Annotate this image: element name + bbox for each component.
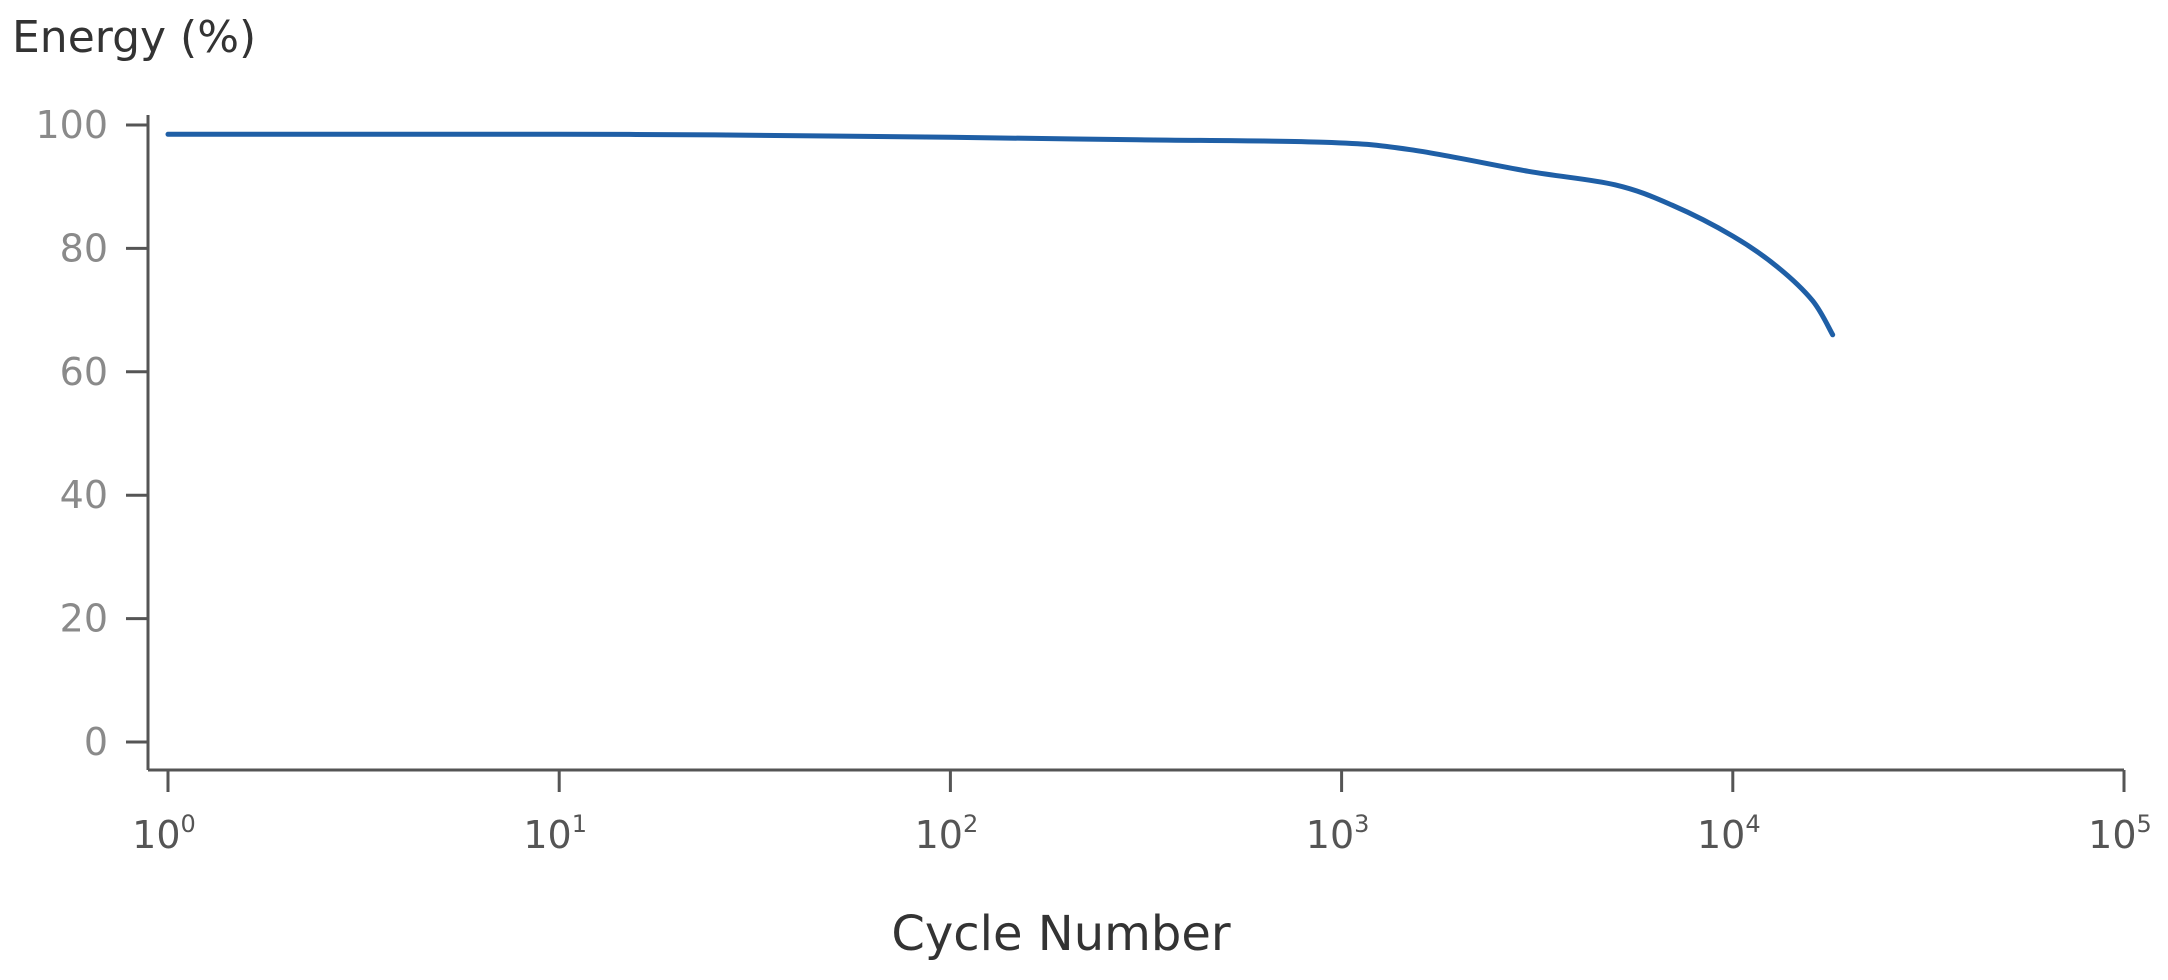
- ticks: 0 20 40 60 80 100 100 101 102 103 104 105: [35, 103, 2151, 857]
- energy-series-line: [165, 131, 1836, 338]
- series-layer: [165, 131, 1836, 338]
- y-tick-label: 40: [60, 473, 108, 517]
- x-tick-label: 104: [1697, 810, 1761, 857]
- y-tick-label: 20: [60, 597, 108, 641]
- y-axis-label: Energy (%): [12, 12, 256, 63]
- y-tick-label: 0: [84, 720, 108, 764]
- axes: [146, 115, 2124, 772]
- x-tick-label: 103: [1306, 810, 1370, 857]
- y-tick-label: 60: [60, 350, 108, 394]
- x-tick-label: 105: [2088, 810, 2152, 857]
- x-axis-label: Cycle Number: [891, 906, 1231, 962]
- x-tick-label: 100: [132, 810, 196, 857]
- y-tick-label: 100: [35, 103, 108, 147]
- y-tick-label: 80: [60, 226, 108, 270]
- x-tick-label: 101: [523, 810, 587, 857]
- x-tick-label: 102: [915, 810, 979, 857]
